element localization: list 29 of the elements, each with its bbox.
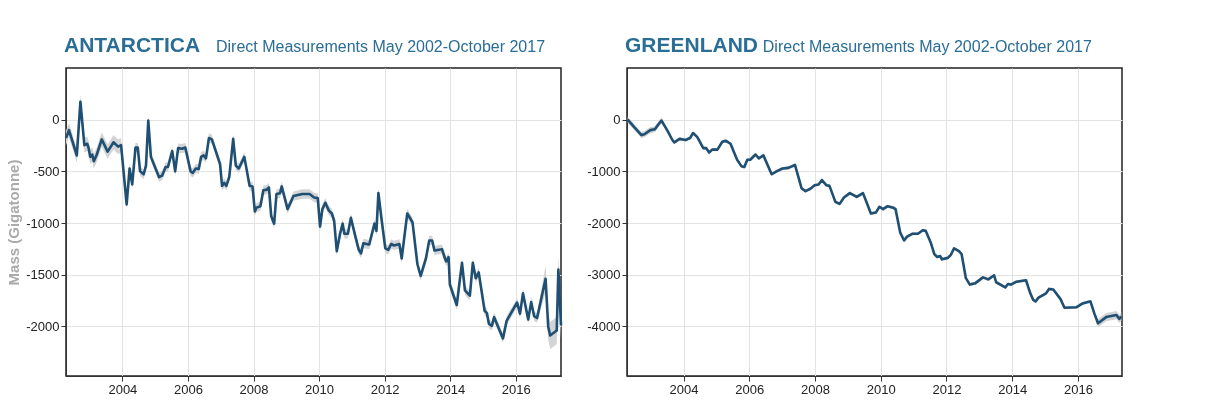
chart-subtitle: Direct Measurements May 2002-October 2017 [762,38,1092,55]
x-tick-label: 2008 [239,381,269,397]
y-tick-label: -3000 [587,267,621,283]
y-tick-label: -1000 [587,163,621,179]
x-tick-label: 2016 [1064,381,1093,397]
x-tick-label: 2014 [436,381,466,397]
y-tick-label: -2000 [26,318,60,334]
x-tick-label: 2014 [998,381,1028,397]
x-tick-label: 2016 [501,381,531,397]
x-tick-label: 2012 [932,381,962,397]
x-tick-label: 2010 [866,381,896,397]
chart-title: ANTARCTICA [64,33,201,56]
x-tick-label: 2008 [801,381,830,397]
y-tick-label: 0 [613,112,621,128]
x-tick-label: 2006 [735,381,765,397]
x-tick-label: 2012 [370,381,400,397]
x-tick-label: 2010 [305,381,335,397]
x-tick-label: 2006 [173,381,203,397]
x-tick-label: 2004 [108,381,138,397]
y-tick-label: 0 [52,112,60,128]
y-tick-label: -500 [33,163,60,179]
chart-subtitle: Direct Measurements May 2002-October 2017 [216,38,546,55]
y-tick-label: -1000 [26,215,60,231]
x-tick-label: 2004 [669,381,699,397]
y-tick-label: -2000 [587,215,621,231]
y-tick-label: -4000 [587,318,621,334]
y-axis-title: Mass (Gigatonne) [5,159,23,286]
chart-title: GREENLAND [625,33,759,56]
y-tick-label: -1500 [26,267,60,283]
